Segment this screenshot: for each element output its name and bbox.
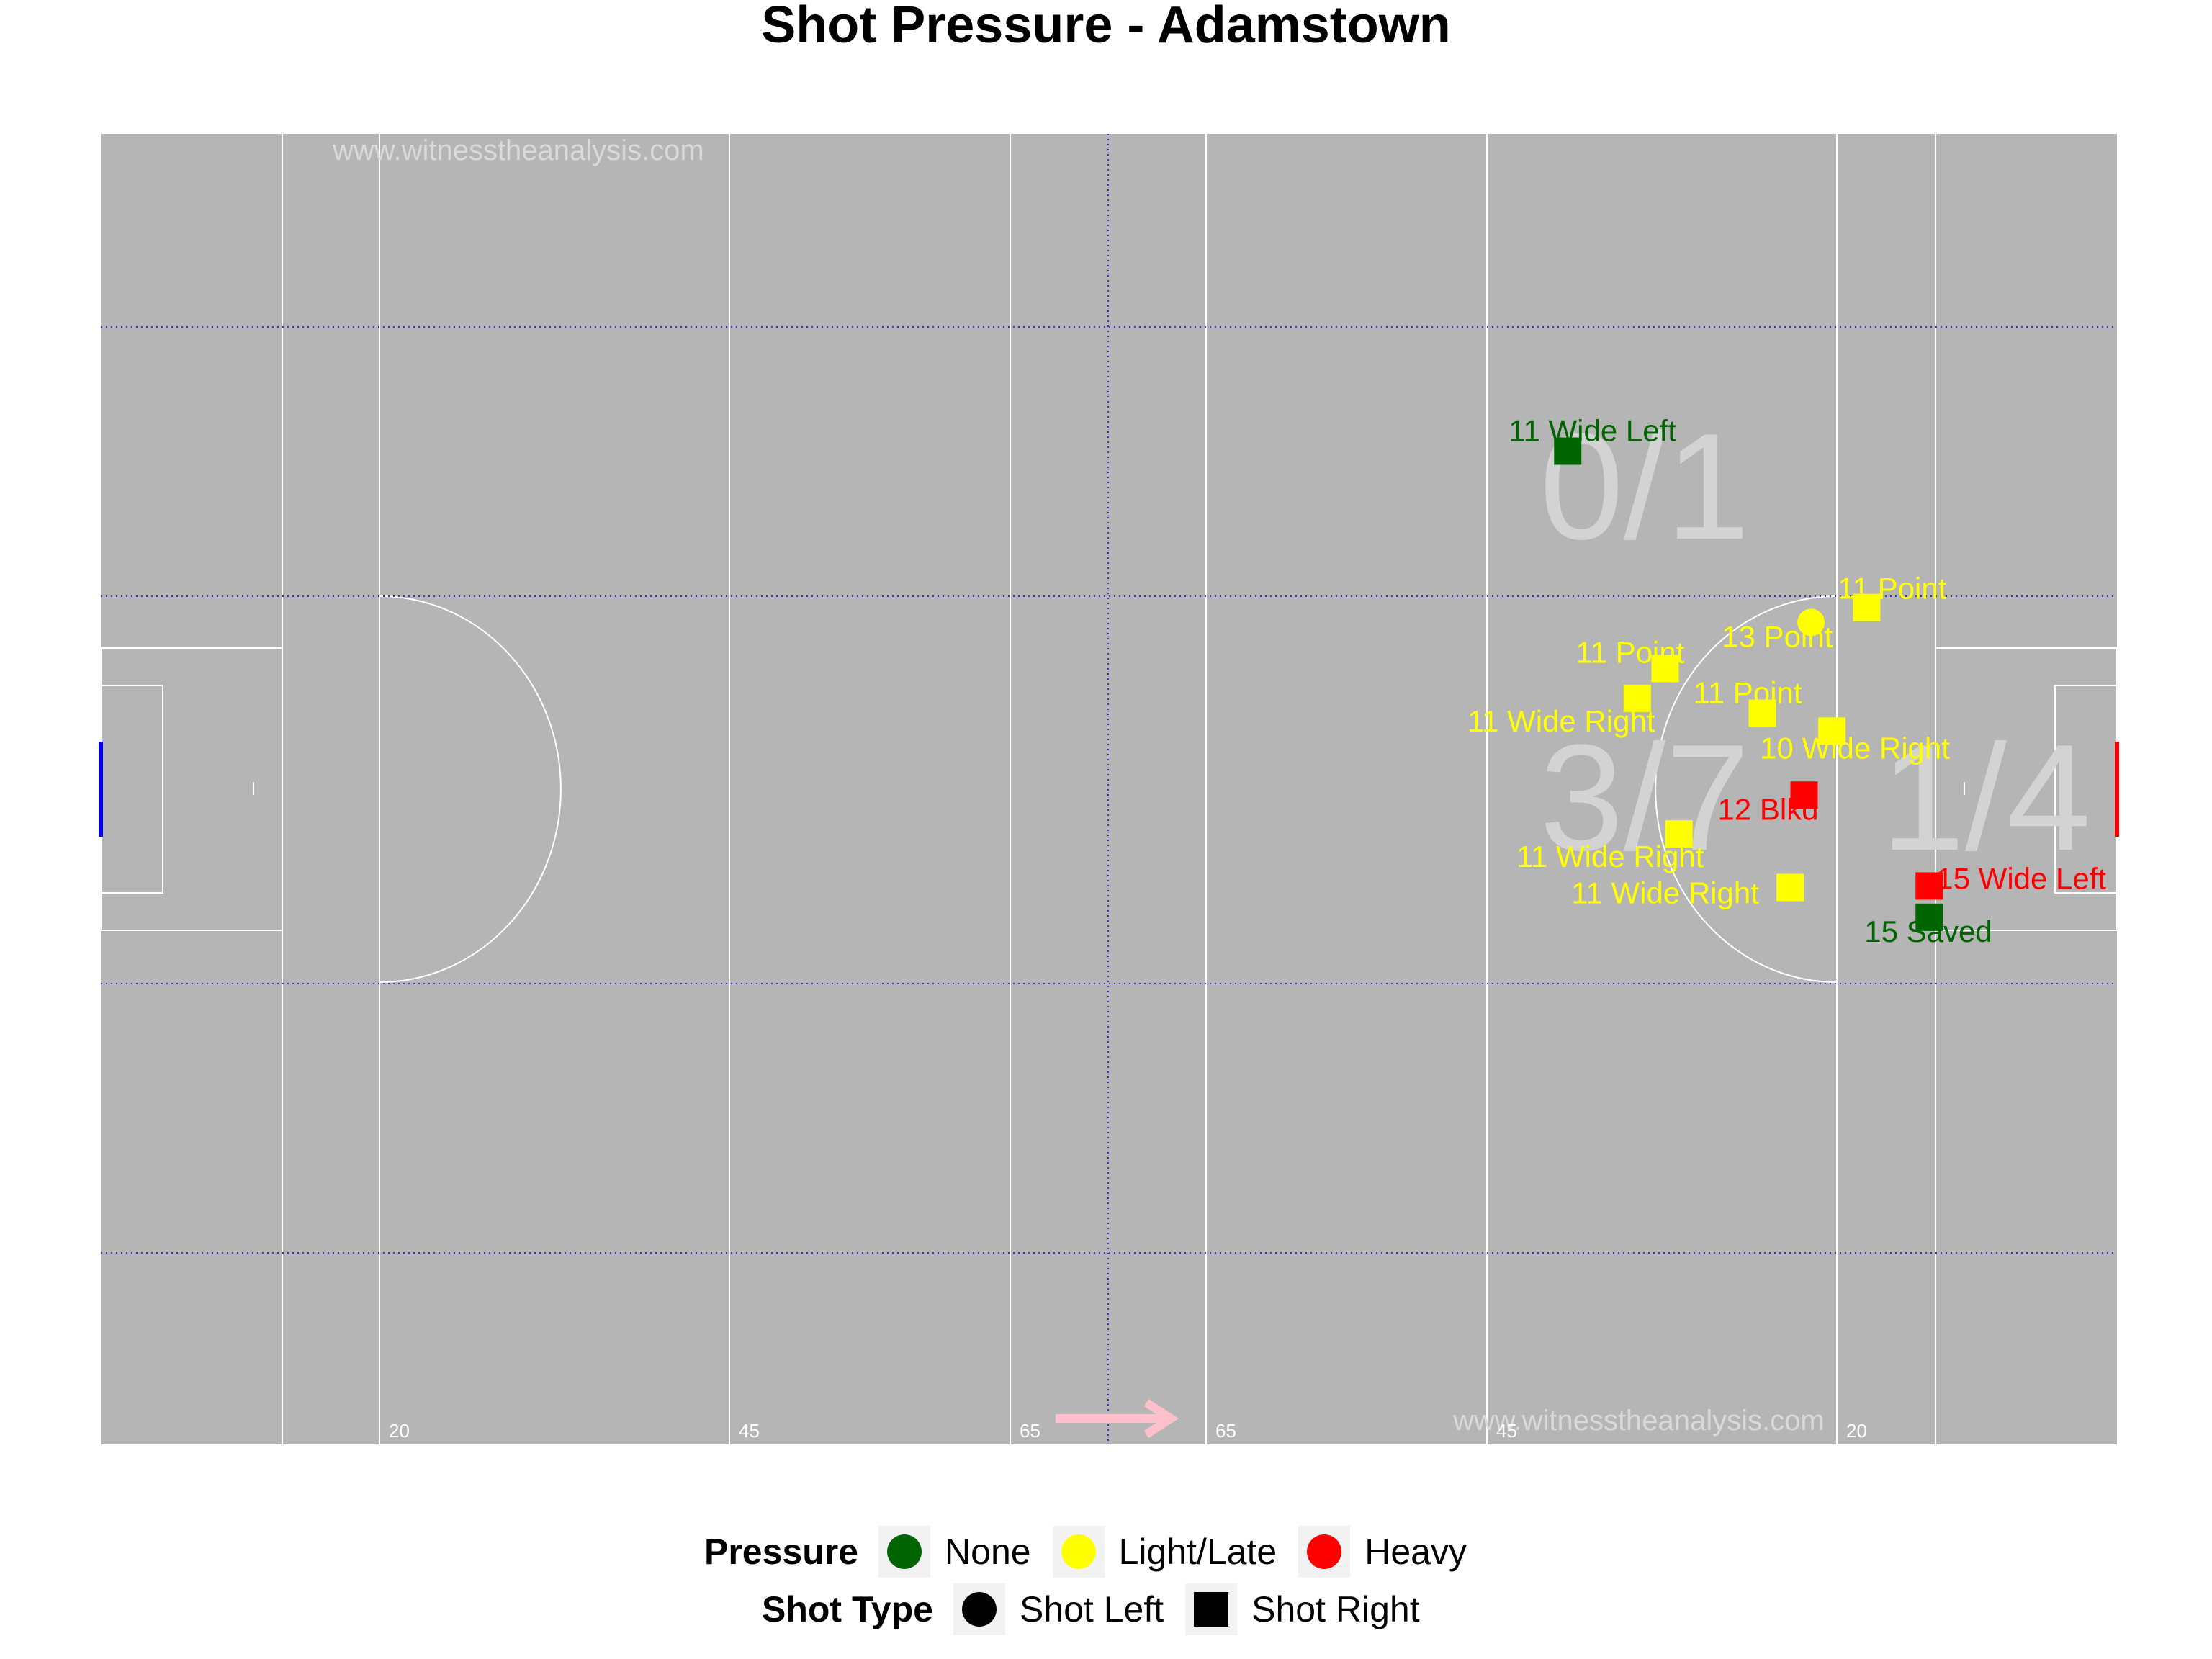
shot-marker-square [1554, 437, 1582, 465]
legend-label-heavy: Heavy [1364, 1532, 1467, 1572]
yard-labels: 20 45 65 65 45 20 [389, 1420, 1867, 1442]
shot-label: 15 Wide Left [1936, 861, 2106, 895]
legend-row-pressure: Pressure None Light/Late Heavy [0, 1519, 2212, 1584]
shot-label: 15 Saved [1864, 914, 1992, 948]
yard-label: 45 [1496, 1420, 1517, 1442]
chart-title: Shot Pressure - Adamstown [761, 0, 1451, 54]
shot-marker-square [1748, 699, 1776, 727]
shot-label: 11 Point [1838, 572, 1946, 606]
shot-label: 10 Wide Right [1760, 731, 1950, 765]
shot-marker-square [1651, 655, 1679, 683]
shot-label: 11 Wide Right [1467, 704, 1655, 738]
shot-label: 11 Wide Right [1571, 876, 1759, 910]
shot-marker-square [1665, 820, 1693, 848]
yard-label: 20 [1846, 1420, 1867, 1442]
shot-label: 11 Wide Right [1516, 840, 1704, 873]
legend-label-shot-right: Shot Right [1251, 1589, 1420, 1629]
shot-marker-square [1790, 781, 1818, 809]
shot-label: 12 Blkd [1718, 792, 1819, 826]
arc-left [379, 595, 562, 983]
legend-key-none [878, 1526, 931, 1578]
shot-marker-square [1623, 684, 1651, 712]
legend-key-shot-left [953, 1583, 1005, 1635]
legend-pressure-title: Pressure [704, 1532, 859, 1572]
legend-shot-type-title: Shot Type [762, 1589, 933, 1629]
legend-label-shot-left: Shot Left [1019, 1589, 1164, 1629]
shot-marker-square [1776, 873, 1804, 902]
shot-label: 11 Point [1575, 635, 1684, 669]
shot-label: 11 Point [1694, 676, 1802, 710]
watermark-top: www.witnesstheanalysis.com [332, 135, 704, 166]
pitch-markings [100, 134, 2118, 1444]
shot-label: 13 Point [1722, 619, 1833, 653]
arc-right [1655, 595, 1838, 983]
shot-marker-square [1915, 903, 1943, 931]
zone-stat-top: 0/1 [1539, 402, 1750, 571]
yard-label: 65 [1215, 1420, 1236, 1442]
shot-marker-square [1853, 593, 1881, 621]
legend-label-none: None [945, 1532, 1031, 1572]
shot-label: 11 Wide Left [1509, 414, 1676, 448]
shot-markers [1554, 437, 1943, 931]
yard-label: 20 [389, 1420, 410, 1442]
yard-label: 65 [1020, 1420, 1040, 1442]
grid-lines [101, 134, 2117, 1444]
legend-key-light-late [1052, 1526, 1105, 1578]
zone-stats: 0/1 3/7 1/4 [1539, 402, 2091, 882]
shot-marker-square [1818, 717, 1846, 745]
arrow-head [1143, 1398, 1179, 1439]
legend-key-shot-right [1185, 1583, 1238, 1635]
shot-marker-circle [1797, 608, 1825, 637]
attack-direction-arrow [1056, 1398, 1179, 1439]
legend-label-light-late: Light/Late [1118, 1532, 1277, 1572]
legend-key-heavy [1298, 1526, 1351, 1578]
zone-stat-close: 1/4 [1881, 713, 2091, 882]
yard-label: 45 [739, 1420, 760, 1442]
watermark-bottom: www.witnesstheanalysis.com [1452, 1405, 1825, 1437]
shot-marker-square [1915, 872, 1943, 900]
legend-row-shot-type: Shot Type Shot Left Shot Right [0, 1577, 2212, 1642]
legend: Pressure None Light/Late Heavy Shot Type… [0, 1519, 2212, 1656]
zone-stat-central: 3/7 [1539, 713, 1750, 882]
